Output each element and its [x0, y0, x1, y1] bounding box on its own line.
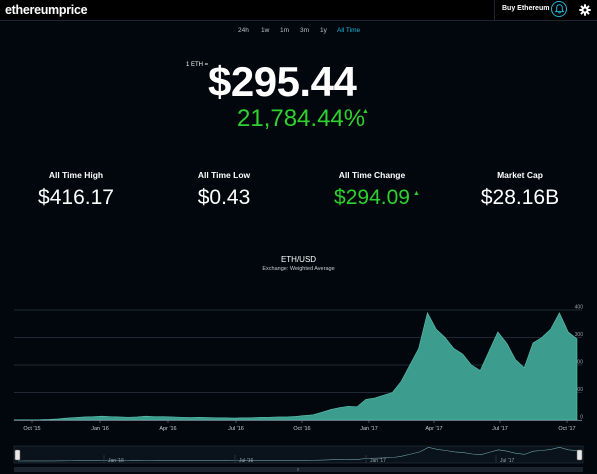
stat-value-all-time-low: $0.43	[197, 186, 251, 209]
tab-1w[interactable]: 1w	[261, 27, 270, 34]
buy-ethereum-link[interactable]: Buy Ethereum	[502, 5, 550, 12]
price-area[interactable]	[13, 311, 578, 421]
bell-icon	[555, 4, 564, 14]
navigator-tick-label: Jul '17	[500, 458, 515, 464]
navigator-line	[17, 447, 578, 462]
x-tick-label: Jul '16	[228, 426, 244, 432]
y-tick-label: 0	[580, 415, 583, 421]
stat-label-all-time-change: All Time Change	[338, 170, 406, 180]
gear-icon	[579, 4, 591, 16]
current-price: $295.44	[208, 58, 357, 105]
navigator-scrollbar[interactable]	[14, 467, 583, 472]
tab-1y[interactable]: 1y	[320, 27, 327, 34]
y-tick-label: 400	[575, 305, 584, 311]
stat-value-all-time-change: $294.09	[334, 186, 410, 209]
tab-1m[interactable]: 1m	[280, 27, 290, 34]
x-tick-label: Apr '17	[425, 426, 442, 432]
x-tick-label: Oct '15	[23, 426, 40, 432]
eth-usd-area-chart[interactable]: 0 100 200 300 400 Oct '15 Jan '16 Apr '16 Jul '1…	[0, 280, 597, 440]
up-arrow-icon: ▲	[362, 108, 369, 115]
x-tick-label: Apr '16	[159, 426, 176, 432]
top-nav-bar: ethereumprice Buy Ethereum	[0, 0, 597, 21]
y-tick-label: 200	[575, 360, 584, 366]
x-tick-label: Jul '17	[492, 426, 508, 432]
navigator-track	[13, 445, 584, 464]
price-change-percent: 21,784.44%	[237, 105, 366, 132]
stat-label-all-time-high: All Time High	[48, 170, 104, 180]
navigator-tick-label: Jan '16	[108, 458, 124, 464]
y-tick-label: 100	[575, 387, 584, 393]
notifications-button[interactable]	[551, 1, 567, 17]
x-tick-label: Jan '16	[91, 426, 109, 432]
up-arrow-icon: ▲	[413, 190, 420, 197]
site-logo[interactable]: ethereumprice	[5, 3, 88, 17]
navigator-tick-label: Jan '17	[370, 458, 386, 464]
chart-subtitle: Exchange: Weighted Average	[262, 266, 335, 272]
chart-title: ETH/USD	[280, 255, 317, 264]
stat-label-all-time-low: All Time Low	[197, 170, 251, 180]
settings-button[interactable]	[579, 3, 591, 21]
eth-unit-label: 1 ETH =	[186, 62, 209, 68]
y-tick-label: 300	[575, 332, 584, 338]
navigator-left-handle[interactable]	[14, 449, 21, 461]
x-tick-label: Oct '16	[293, 426, 310, 432]
stat-value-market-cap: $28.16B	[480, 186, 560, 209]
tab-3m[interactable]: 3m	[300, 27, 310, 34]
header-divider	[494, 0, 495, 20]
stat-label-market-cap: Market Cap	[497, 170, 543, 180]
x-tick-label: Jan '17	[360, 426, 378, 432]
navigator-tick-label: Jul '16	[239, 458, 254, 464]
chart-range-navigator[interactable]: Jan '16 Jul '16 Jan '17 Jul '17	[0, 441, 597, 474]
stat-value-all-time-high: $416.17	[38, 186, 114, 209]
navigator-right-handle[interactable]	[576, 449, 583, 461]
tab-all-time[interactable]: All Time	[337, 27, 361, 34]
x-tick-label: Oct '17	[558, 426, 575, 432]
tab-24h[interactable]: 24h	[238, 27, 249, 34]
